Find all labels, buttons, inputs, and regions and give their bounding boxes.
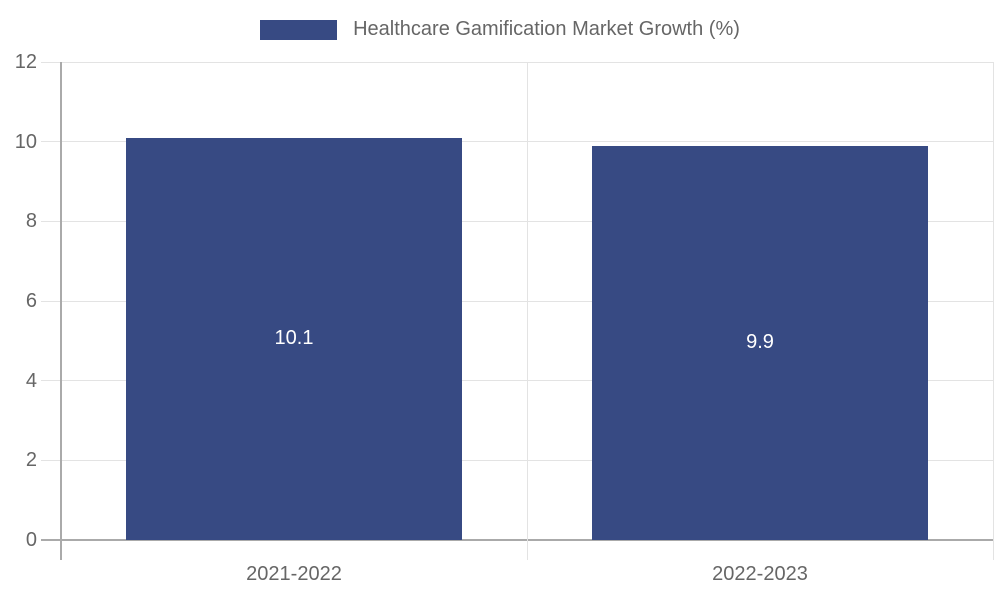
y-gridline xyxy=(41,220,993,222)
x-gridline xyxy=(526,62,528,560)
y-tick-label: 0 xyxy=(25,529,37,551)
x-tick-label: 2021-2022 xyxy=(246,563,342,585)
y-tick-label: 2 xyxy=(25,449,37,472)
x-axis-line xyxy=(41,539,993,541)
y-tick-label: 12 xyxy=(14,51,37,73)
x-tick-label: 2022-2023 xyxy=(712,563,808,585)
y-axis-line xyxy=(60,62,62,560)
bar-value-label: 9.9 xyxy=(746,331,774,354)
y-gridline xyxy=(41,300,993,302)
legend-label: Healthcare Gamification Market Growth (%… xyxy=(353,18,740,40)
legend-swatch xyxy=(260,19,338,40)
legend[interactable]: Healthcare Gamification Market Growth (%… xyxy=(0,18,1000,41)
y-gridline xyxy=(41,61,993,63)
y-gridline xyxy=(41,459,993,461)
x-gridline xyxy=(992,62,994,560)
bar[interactable]: 10.1 xyxy=(126,137,462,540)
y-gridline xyxy=(41,380,993,382)
bar[interactable]: 9.9 xyxy=(592,145,928,540)
y-tick-label: 6 xyxy=(25,290,37,312)
y-tick-label: 8 xyxy=(25,210,37,233)
y-tick-label: 4 xyxy=(25,369,37,392)
bar-value-label: 10.1 xyxy=(274,327,314,350)
y-tick-label: 10 xyxy=(14,130,37,153)
y-gridline xyxy=(41,141,993,143)
